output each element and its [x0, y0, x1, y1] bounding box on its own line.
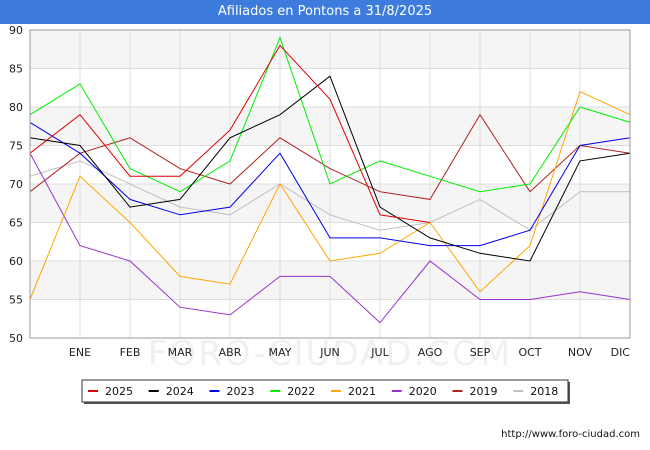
y-tick-label: 60 [9, 255, 23, 268]
legend-label-2025: 2025 [105, 385, 133, 398]
y-axis: 50 55 60 65 70 75 80 85 90 [9, 24, 23, 345]
series-line-2020 [29, 152, 631, 324]
y-tick-label: 65 [9, 217, 23, 230]
x-tick-label: OCT [518, 346, 541, 359]
legend-label-2021: 2021 [348, 385, 376, 398]
plot-border [29, 29, 631, 339]
series-line-2021 [29, 90, 631, 300]
y-tick-label: 70 [9, 178, 23, 191]
legend-label-2023: 2023 [227, 385, 255, 398]
x-tick-label: MAY [269, 346, 292, 359]
x-tick-label: FEB [120, 346, 141, 359]
watermark: FORO-CIUDAD.COM [148, 334, 512, 374]
series-line-2023 [29, 121, 631, 247]
x-tick-label: NOV [568, 346, 593, 359]
y-tick-label: 55 [9, 294, 23, 307]
chart-title: Afiliados en Pontons a 31/8/2025 [0, 0, 650, 24]
series-line-2022 [29, 36, 631, 193]
x-tick-label: JUL [370, 346, 389, 359]
y-tick-label: 85 [9, 63, 23, 76]
legend-label-2020: 2020 [409, 385, 437, 398]
legend-box [81, 379, 569, 403]
legend-label-2022: 2022 [287, 385, 315, 398]
x-tick-label: MAR [168, 346, 193, 359]
legend: 2025 2024 2023 2022 2021 2020 2019 2018 [81, 379, 570, 404]
x-axis: ENE FEB MAR ABR MAY JUN JUL AGO SEP OCT NOV DIC [69, 346, 630, 359]
x-tick-label: ABR [219, 346, 242, 359]
y-tick-label: 90 [9, 24, 23, 37]
x-tick-label: JUN [319, 346, 340, 359]
y-tick-label: 80 [9, 101, 23, 114]
series-line-2019 [29, 113, 631, 200]
legend-label-2024: 2024 [166, 385, 194, 398]
legend-label-2018: 2018 [530, 385, 558, 398]
y-tick-label: 50 [9, 332, 23, 345]
x-tick-label: SEP [470, 346, 491, 359]
series-line-2024 [29, 75, 631, 262]
y-tick-label: 75 [9, 140, 23, 153]
series-lines [29, 36, 631, 324]
x-tick-label: DIC [611, 346, 631, 359]
x-tick-label: AGO [418, 346, 443, 359]
legend-label-2019: 2019 [470, 385, 498, 398]
series-line-2025 [29, 44, 431, 223]
x-tick-label: ENE [69, 346, 91, 359]
source-url: http://www.foro-ciudad.com [501, 429, 640, 440]
